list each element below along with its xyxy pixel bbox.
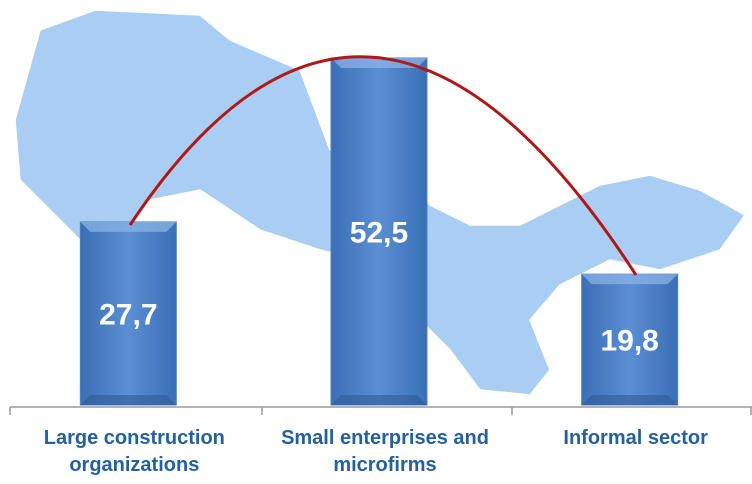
bar — [330, 57, 428, 406]
x-tick-label: Informal sector — [563, 427, 708, 449]
bar — [79, 221, 177, 406]
value-labels: 27,7 52,5 19,8 — [99, 216, 659, 357]
value-label: 19,8 — [600, 324, 658, 357]
x-tick-label: Large construction organizations — [43, 427, 225, 476]
trend-arc — [128, 55, 638, 276]
value-label: 27,7 — [99, 298, 157, 331]
bars — [79, 57, 679, 406]
bar-bevel — [80, 395, 177, 405]
x-tick-label: Small enterprises and microfirms — [281, 427, 489, 476]
bar-bevel — [331, 395, 427, 405]
bar-bevel — [581, 274, 678, 285]
axis-ticks — [9, 407, 752, 415]
bar-bevel — [581, 395, 678, 405]
bar-bevel — [331, 58, 427, 69]
value-label: 52,5 — [350, 216, 408, 249]
bar-bevel — [80, 221, 177, 232]
